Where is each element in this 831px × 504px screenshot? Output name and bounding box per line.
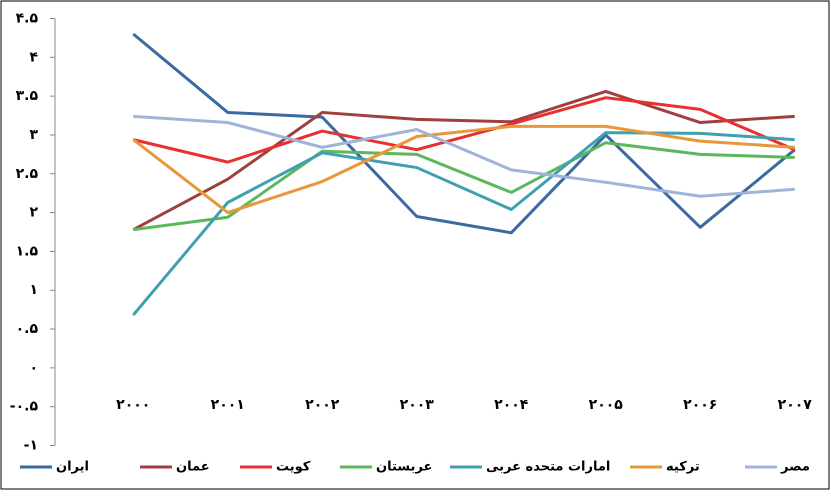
series-line [132,32,796,235]
x-tick-label: ۲۰۰۳ [400,397,435,413]
y-tick-label: ۰.۵ [16,321,39,337]
y-tick-label: ۳ [29,127,38,143]
series-line [132,89,795,231]
y-tick-label: ۲.۵ [16,166,39,182]
legend-label: عربستان [376,460,432,475]
y-tick-label: ۰ [29,360,38,376]
x-tick-label: ۲۰۰۱ [211,397,245,413]
x-tick-label: ۲۰۰۴ [494,397,529,413]
y-tick-label: ۱.۵ [16,243,39,259]
chart-frame [0,0,830,490]
legend-label: امارات متحده عربی [486,460,610,475]
x-tick-label: ۲۰۰۶ [683,397,717,413]
legend-label: عمان [176,460,210,475]
legend-label: ترکیه [666,460,700,475]
x-tick-label: ۲۰۰۷ [778,397,813,413]
series-line [132,124,795,215]
x-tick-label: ۲۰۰۲ [305,397,340,413]
series-line [133,141,795,232]
y-tick-label: ۱ [29,282,38,298]
y-tick-label: ۴ [29,49,38,65]
y-tick-label: ۳.۵ [16,88,39,104]
x-tick-label: ۲۰۰۵ [589,397,624,413]
y-tick-label: ۴.۵ [16,11,39,27]
y-tick-label: -۱ [24,438,38,454]
x-tick-label: ۲۰۰۰ [116,397,150,413]
legend-label: کویت [276,460,311,475]
series-line [133,114,795,198]
y-tick-label: -۰.۵ [10,399,39,415]
legend-label: مصر [780,460,810,475]
series-line [132,96,796,164]
y-tick-label: ۲ [29,205,38,221]
legend-label: ایران [56,460,89,475]
series-line [132,131,795,317]
